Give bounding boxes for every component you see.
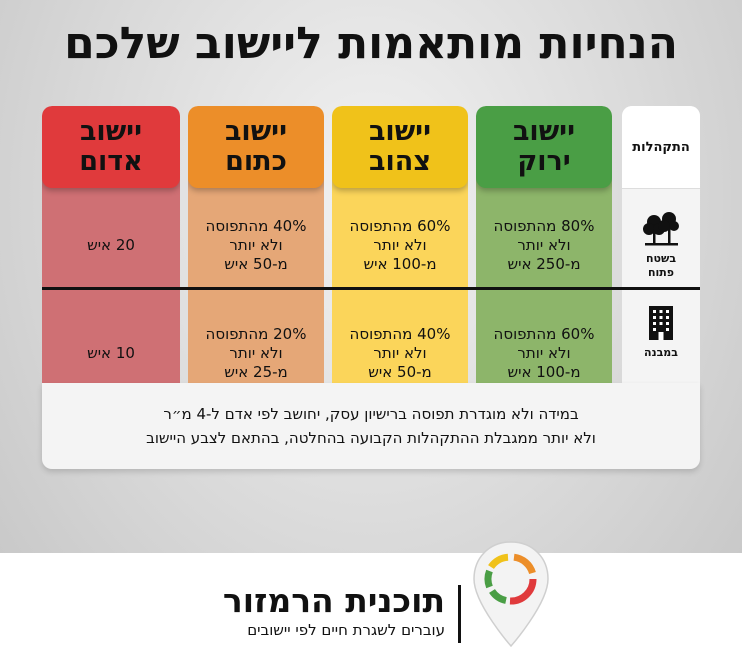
column-header-line1: יישוב [512, 116, 576, 147]
indoor-row-header: במבנה [622, 306, 700, 360]
open-space-cell: 60% מהתפוסה ולא יותר מ-100 איש [332, 188, 468, 302]
cell-line: ולא יותר [373, 343, 427, 362]
cell-line: מ-25 איש [224, 362, 288, 381]
indoor-cell: 20% מהתפוסה ולא יותר מ-25 איש [188, 310, 324, 386]
cell-line: 40% מהתפוסה [349, 324, 451, 343]
open-space-label: בשטח פתוח [645, 252, 677, 279]
header-column-label: התקהלות [622, 106, 700, 189]
column-orange: 40% מהתפוסה ולא יותר מ-50 איש 20% מהתפוס… [188, 106, 324, 386]
cell-line: 10 איש [87, 343, 135, 362]
column-body: 80% מהתפוסה ולא יותר מ-250 איש 60% מהתפו… [476, 176, 612, 386]
open-space-row-header: בשטח פתוח [622, 210, 700, 280]
brand-title: תוכנית הרמזור [222, 581, 445, 620]
column-red: 20 איש 10 איש יישוב אדום [42, 106, 180, 386]
column-header: יישוב אדום [42, 106, 180, 188]
cell-line: ולא יותר [517, 235, 571, 254]
open-space-cell: 40% מהתפוסה ולא יותר מ-50 איש [188, 188, 324, 302]
cell-line: 60% מהתפוסה [349, 216, 451, 235]
indoor-cell: 40% מהתפוסה ולא יותר מ-50 איש [332, 310, 468, 386]
brand: תוכנית הרמזור עוברים לשגרת חיים לפי יישו… [195, 582, 445, 640]
column-green: 80% מהתפוסה ולא יותר מ-250 איש 60% מהתפו… [476, 106, 612, 386]
note-box: במידה ולא מוגדרת תפוסה ברישיון עסק, יחוש… [42, 383, 700, 469]
note-line: במידה ולא מוגדרת תפוסה ברישיון עסק, יחוש… [163, 405, 579, 423]
indoor-cell: 10 איש [42, 310, 180, 386]
cell-line: מ-250 איש [507, 254, 581, 273]
column-header: יישוב כתום [188, 106, 324, 188]
page-title: הנחיות מותאמות ליישוב שלכם [64, 18, 678, 69]
cell-line: 20 איש [87, 235, 135, 254]
traffic-light-pin-logo [473, 541, 549, 648]
column-header: יישוב צהוב [332, 106, 468, 188]
column-header-line1: יישוב [368, 116, 432, 147]
cell-line: 80% מהתפוסה [493, 216, 595, 235]
cell-line: ולא יותר [229, 235, 283, 254]
column-header: יישוב ירוק [476, 106, 612, 188]
cell-line: מ-100 איש [363, 254, 437, 273]
note-line: ולא יותר ממגבלת ההתקהלות הקבועה בהחלטה, … [146, 429, 596, 447]
column-header-line1: יישוב [79, 116, 143, 147]
column-header-line2: צהוב [369, 146, 431, 177]
open-space-cell: 20 איש [42, 188, 180, 302]
trees-icon [643, 212, 679, 246]
cell-line: מ-100 איש [507, 362, 581, 381]
open-space-cell: 80% מהתפוסה ולא יותר מ-250 איש [476, 188, 612, 302]
brand-divider [458, 585, 461, 643]
column-header-line2: אדום [79, 146, 143, 177]
column-header-line1: יישוב [224, 116, 288, 147]
column-header-line2: כתום [225, 146, 287, 177]
building-icon [649, 306, 673, 340]
cell-line: 60% מהתפוסה [493, 324, 595, 343]
brand-subtitle: עוברים לשגרת חיים לפי יישובים [247, 621, 445, 639]
cell-line: 40% מהתפוסה [205, 216, 307, 235]
indoor-label: במבנה [644, 346, 678, 359]
row-divider [42, 287, 700, 290]
column-body: 60% מהתפוסה ולא יותר מ-100 איש 40% מהתפו… [332, 176, 468, 386]
header-column: התקהלות בשטח פתוח במבנה [622, 106, 700, 386]
cell-line: ולא יותר [373, 235, 427, 254]
footer [0, 553, 742, 660]
cell-line: מ-50 איש [368, 362, 432, 381]
cell-line: 20% מהתפוסה [205, 324, 307, 343]
column-body: 20 איש 10 איש [42, 176, 180, 386]
column-body: 40% מהתפוסה ולא יותר מ-50 איש 20% מהתפוס… [188, 176, 324, 386]
column-header-line2: ירוק [517, 146, 571, 177]
cell-line: מ-50 איש [224, 254, 288, 273]
cell-line: ולא יותר [229, 343, 283, 362]
column-yellow: 60% מהתפוסה ולא יותר מ-100 איש 40% מהתפו… [332, 106, 468, 386]
indoor-cell: 60% מהתפוסה ולא יותר מ-100 איש [476, 310, 612, 386]
cell-line: ולא יותר [517, 343, 571, 362]
